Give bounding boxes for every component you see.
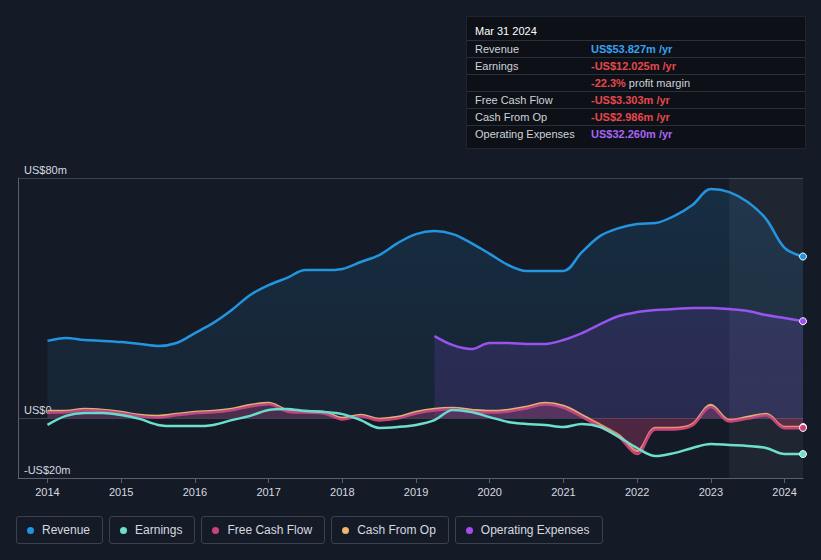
svg-text:2016: 2016 [183,486,207,498]
svg-text:2019: 2019 [404,486,428,498]
html-text:Free Cash Flow: Free Cash Flow [227,523,313,537]
html-text:Revenue: Revenue [475,43,519,55]
svg-text:2017: 2017 [256,486,280,498]
html-text:US$53.827m /yr: US$53.827m /yr [591,43,673,55]
html-text:-22.3% profit margin: -22.3% profit margin [591,77,690,89]
svg-text:2018: 2018 [330,486,354,498]
html-text:US$32.260m /yr: US$32.260m /yr [591,128,673,140]
svg-text:US$0: US$0 [24,404,52,416]
html-text:-US$3.303m /yr: -US$3.303m /yr [591,94,670,106]
svg-text:2015: 2015 [109,486,133,498]
svg-text:-US$20m: -US$20m [24,464,70,476]
html-text:Revenue: Revenue [42,523,90,537]
html-text:Earnings: Earnings [475,60,519,72]
svg-text:2023: 2023 [699,486,723,498]
html-text:Cash From Op: Cash From Op [475,111,548,123]
html-text:Free Cash Flow: Free Cash Flow [475,94,553,106]
html-text:Operating Expenses: Operating Expenses [475,128,575,140]
html-text:-US$2.986m /yr: -US$2.986m /yr [591,111,670,123]
html-text:Mar 31 2024: Mar 31 2024 [475,25,537,37]
svg-text:2020: 2020 [477,486,501,498]
svg-text:US$80m: US$80m [24,164,67,176]
svg-text:2014: 2014 [35,486,59,498]
html-text:-US$12.025m /yr: -US$12.025m /yr [591,60,676,72]
html-text:Earnings: Earnings [135,523,183,537]
html-text:Cash From Op: Cash From Op [357,523,436,537]
html-text:Operating Expenses: Operating Expenses [480,523,590,537]
svg-text:2022: 2022 [625,486,649,498]
svg-text:2021: 2021 [551,486,575,498]
svg-text:2024: 2024 [772,486,796,498]
